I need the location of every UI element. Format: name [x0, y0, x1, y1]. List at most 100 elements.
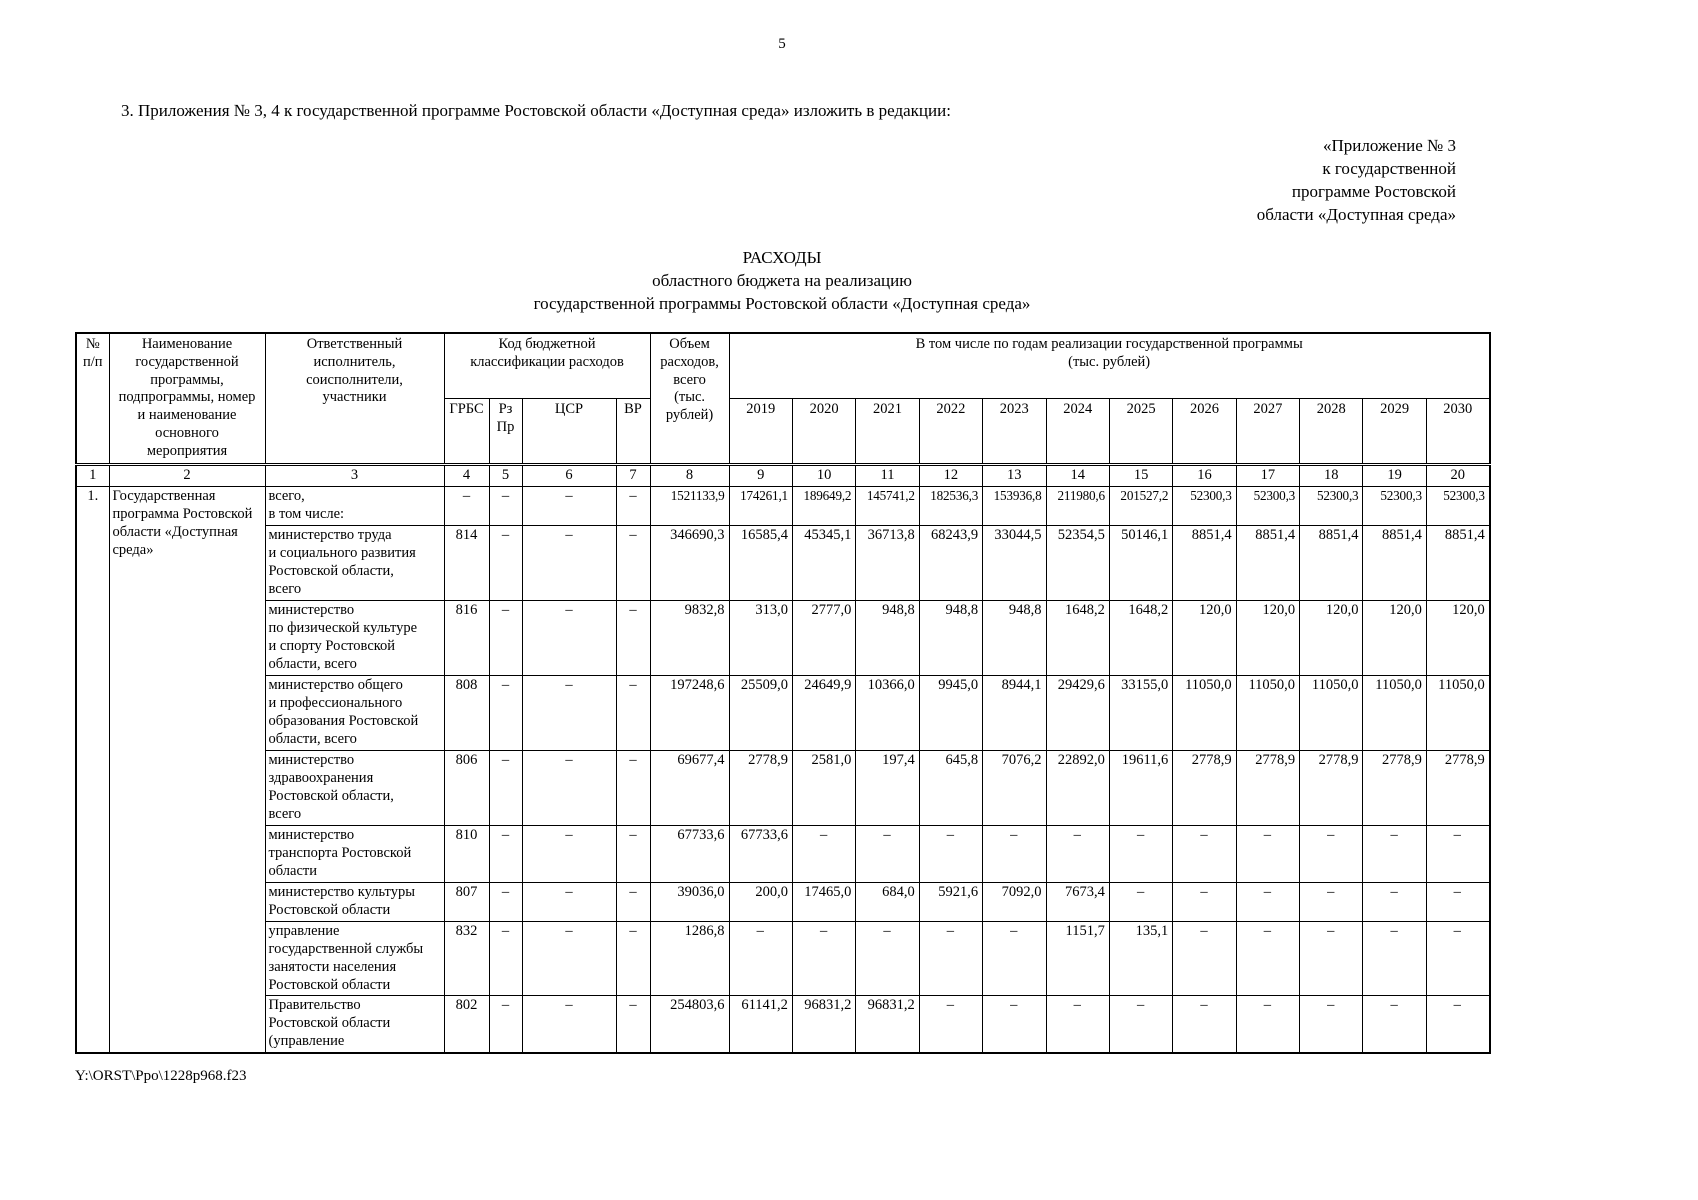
year-cell-2019: –	[728, 920, 793, 997]
year-cell-2024: 1648,2	[1045, 600, 1110, 676]
file-path-footer: Y:\ORST\Ppo\1228p968.f23	[75, 1068, 247, 1085]
executor-cell: министерство по физической культуре и сп…	[264, 600, 445, 676]
year-cell-2029: 11050,0	[1362, 675, 1427, 751]
expenses-table: № п/п Наименование государственной прогр…	[75, 331, 1491, 1055]
total-cell: 69677,4	[649, 749, 730, 826]
year-cell-2028: –	[1299, 824, 1364, 883]
year-cell-2020: 17465,0	[791, 881, 857, 922]
page-content: 5 3. Приложения № 3, 4 к государственной…	[75, 36, 1491, 1085]
col-header-year-2023: 2023	[982, 397, 1047, 466]
year-cell-2027: 8851,4	[1235, 525, 1301, 602]
col-header-year-2030: 2030	[1425, 397, 1491, 466]
grbs-cell: 806	[443, 749, 490, 826]
year-cell-2028: 11050,0	[1299, 675, 1364, 751]
year-cell-2021: 197,4	[855, 749, 920, 826]
table-row: министерство здравоохранения Ростовской …	[76, 749, 1491, 826]
year-cell-2022: –	[918, 995, 984, 1054]
year-cell-2026: 2778,9	[1172, 749, 1237, 826]
year-cell-2023: 7092,0	[982, 881, 1047, 922]
executor-cell: министерство культуры Ростовской области	[264, 881, 445, 922]
grbs-cell: 807	[443, 881, 490, 922]
year-cell-2028: 2778,9	[1299, 749, 1364, 826]
year-cell-2026: –	[1172, 824, 1237, 883]
rzpr-cell: –	[488, 486, 523, 527]
total-cell: 197248,6	[649, 675, 730, 751]
year-cell-2028: –	[1299, 881, 1364, 922]
year-cell-2021: 96831,2	[855, 995, 920, 1054]
year-cell-2026: 52300,3	[1172, 486, 1237, 527]
col-number-16: 16	[1172, 463, 1237, 488]
header-row-sub: ГРБС Рз Пр ЦСР ВР 2019 2020 2021 2022 20…	[76, 397, 1491, 466]
year-cell-2020: 45345,1	[791, 525, 857, 602]
total-cell: 1286,8	[649, 920, 730, 997]
year-cell-2023: –	[982, 995, 1047, 1054]
year-cell-2020: 96831,2	[791, 995, 857, 1054]
year-cell-2030: 52300,3	[1425, 486, 1491, 527]
year-cell-2022: 5921,6	[918, 881, 984, 922]
rzpr-cell: –	[488, 824, 523, 883]
col-number-3: 3	[264, 463, 445, 488]
col-number-11: 11	[855, 463, 920, 488]
year-cell-2029: –	[1362, 995, 1427, 1054]
col-header-year-2025: 2025	[1108, 397, 1174, 466]
row-number-cell: 1.	[75, 486, 110, 1054]
col-number-9: 9	[728, 463, 793, 488]
total-cell: 346690,3	[649, 525, 730, 602]
year-cell-2027: –	[1235, 824, 1301, 883]
year-cell-2022: 9945,0	[918, 675, 984, 751]
executor-cell: Правительство Ростовской области (управл…	[264, 995, 445, 1054]
total-cell: 1521133,9	[649, 486, 730, 527]
total-cell: 39036,0	[649, 881, 730, 922]
table-row: министерство по физической культуре и сп…	[76, 600, 1491, 676]
grbs-cell: 832	[443, 920, 490, 997]
year-cell-2030: 120,0	[1425, 600, 1491, 676]
year-cell-2019: 313,0	[728, 600, 793, 676]
col-header-total: Объем расходов, всего (тыс. рублей)	[649, 332, 730, 466]
csr-cell: –	[521, 749, 617, 826]
program-name-cell: Государственная программа Ростовской обл…	[108, 486, 266, 1054]
col-header-years-group: В том числе по годам реализации государс…	[728, 332, 1491, 399]
col-number-10: 10	[791, 463, 857, 488]
col-header-year-2019: 2019	[728, 397, 793, 466]
table-row: Правительство Ростовской области (управл…	[76, 995, 1491, 1054]
csr-cell: –	[521, 525, 617, 602]
year-cell-2025: 135,1	[1108, 920, 1174, 997]
col-number-8: 8	[649, 463, 730, 488]
year-cell-2022: 68243,9	[918, 525, 984, 602]
rzpr-cell: –	[488, 881, 523, 922]
year-cell-2029: 52300,3	[1362, 486, 1427, 527]
grbs-cell: 802	[443, 995, 490, 1054]
year-cell-2022: –	[918, 824, 984, 883]
year-cell-2029: 120,0	[1362, 600, 1427, 676]
year-cell-2019: 67733,6	[728, 824, 793, 883]
col-number-18: 18	[1299, 463, 1364, 488]
col-number-13: 13	[982, 463, 1047, 488]
col-number-2: 2	[108, 463, 266, 488]
executor-cell: министерство транспорта Ростовской облас…	[264, 824, 445, 883]
year-cell-2023: 7076,2	[982, 749, 1047, 826]
vr-cell: –	[615, 920, 651, 997]
year-cell-2019: 2778,9	[728, 749, 793, 826]
year-cell-2026: –	[1172, 995, 1237, 1054]
annex-line: к государственной	[1322, 158, 1456, 178]
col-header-year-2022: 2022	[918, 397, 984, 466]
year-cell-2021: 36713,8	[855, 525, 920, 602]
year-cell-2030: 11050,0	[1425, 675, 1491, 751]
year-cell-2026: –	[1172, 881, 1237, 922]
vr-cell: –	[615, 486, 651, 527]
year-cell-2025: 50146,1	[1108, 525, 1174, 602]
year-cell-2019: 200,0	[728, 881, 793, 922]
year-cell-2030: –	[1425, 995, 1491, 1054]
grbs-cell: 816	[443, 600, 490, 676]
year-cell-2029: 8851,4	[1362, 525, 1427, 602]
col-number-20: 20	[1425, 463, 1491, 488]
year-cell-2024: –	[1045, 995, 1110, 1054]
total-cell: 254803,6	[649, 995, 730, 1054]
year-cell-2021: 10366,0	[855, 675, 920, 751]
year-cell-2026: 11050,0	[1172, 675, 1237, 751]
year-cell-2029: –	[1362, 824, 1427, 883]
year-cell-2027: 52300,3	[1235, 486, 1301, 527]
year-cell-2030: –	[1425, 824, 1491, 883]
year-cell-2030: –	[1425, 881, 1491, 922]
year-cell-2029: –	[1362, 881, 1427, 922]
